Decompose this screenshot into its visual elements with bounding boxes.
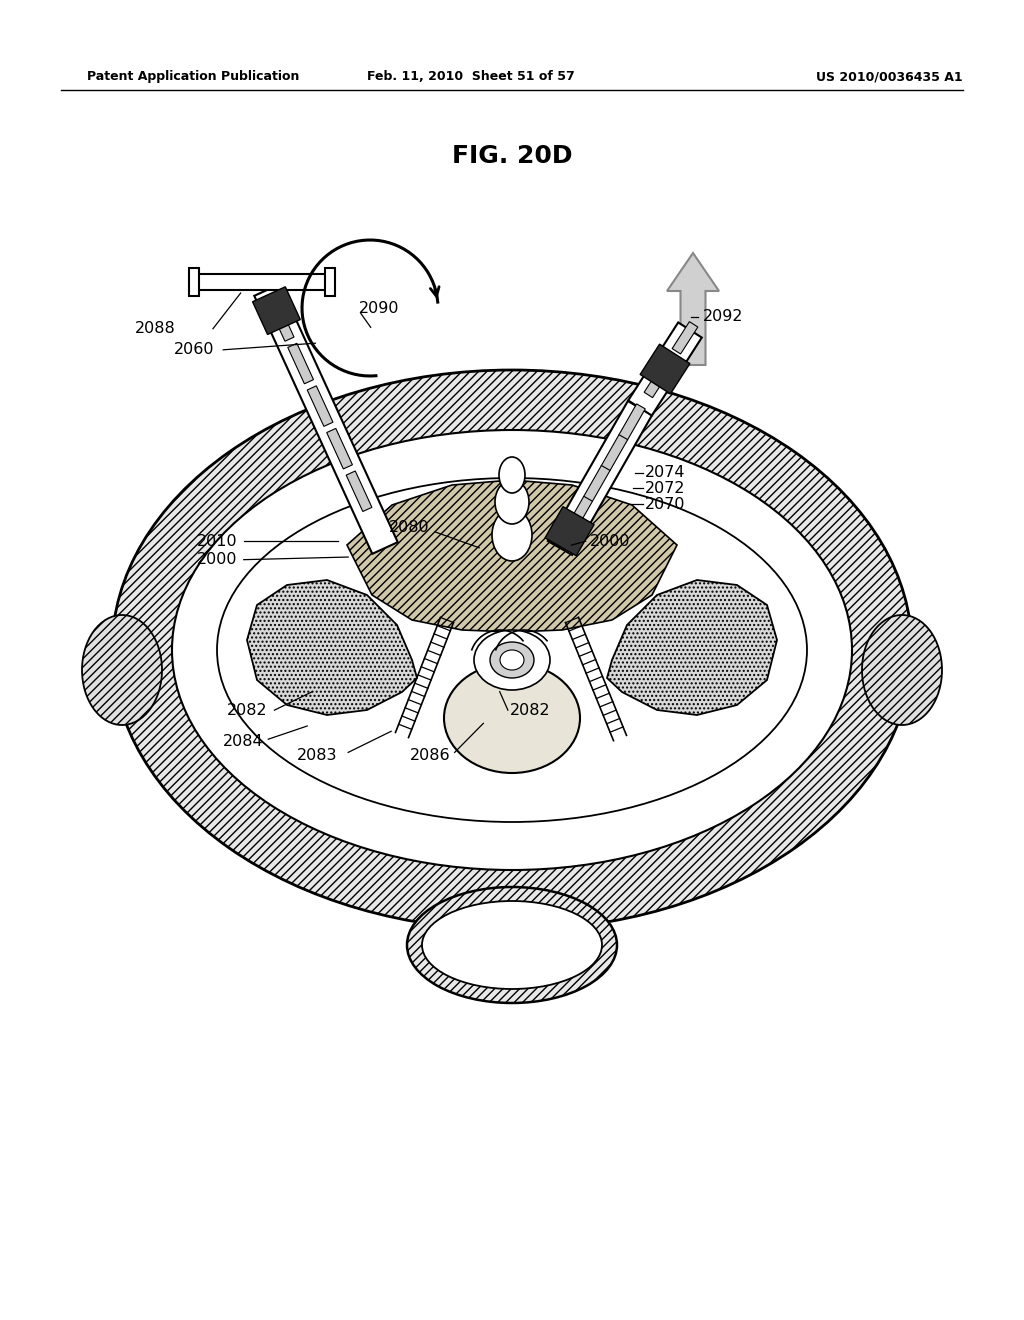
Text: 2074: 2074	[645, 465, 686, 480]
Polygon shape	[672, 322, 697, 354]
Text: 2070: 2070	[645, 496, 686, 512]
Text: 2000: 2000	[197, 552, 238, 568]
Ellipse shape	[217, 478, 807, 822]
Polygon shape	[640, 345, 690, 393]
Polygon shape	[288, 343, 313, 384]
Polygon shape	[618, 404, 645, 440]
Polygon shape	[347, 480, 677, 632]
Ellipse shape	[495, 480, 529, 524]
Polygon shape	[346, 471, 372, 512]
FancyArrow shape	[667, 253, 719, 366]
Text: Feb. 11, 2010  Sheet 51 of 57: Feb. 11, 2010 Sheet 51 of 57	[368, 70, 574, 83]
Ellipse shape	[172, 430, 852, 870]
Polygon shape	[548, 401, 652, 554]
Text: 2000: 2000	[590, 533, 631, 549]
Ellipse shape	[500, 649, 524, 671]
Ellipse shape	[862, 615, 942, 725]
Ellipse shape	[492, 510, 532, 561]
Polygon shape	[247, 579, 417, 715]
Ellipse shape	[499, 457, 525, 492]
Polygon shape	[628, 322, 701, 416]
Ellipse shape	[444, 663, 580, 774]
Text: 2088: 2088	[135, 321, 176, 337]
Polygon shape	[253, 286, 300, 334]
Text: 2072: 2072	[645, 480, 686, 496]
Text: FIG. 20D: FIG. 20D	[452, 144, 572, 168]
Ellipse shape	[490, 642, 534, 678]
Text: 2082: 2082	[227, 702, 268, 718]
Ellipse shape	[407, 887, 617, 1003]
Polygon shape	[268, 301, 294, 342]
Text: 2090: 2090	[358, 301, 399, 317]
Text: 2060: 2060	[174, 342, 215, 358]
Text: US 2010/0036435 A1: US 2010/0036435 A1	[816, 70, 963, 83]
Text: 2084: 2084	[223, 734, 264, 750]
Ellipse shape	[474, 630, 550, 690]
Polygon shape	[327, 429, 352, 469]
Polygon shape	[545, 507, 594, 556]
Text: Patent Application Publication: Patent Application Publication	[87, 70, 299, 83]
Polygon shape	[254, 284, 397, 554]
Text: 2083: 2083	[297, 747, 338, 763]
Text: 2080: 2080	[389, 520, 430, 536]
Ellipse shape	[422, 902, 602, 989]
Text: 2086: 2086	[410, 747, 451, 763]
Text: 2082: 2082	[510, 702, 551, 718]
Text: 2092: 2092	[702, 309, 743, 325]
Ellipse shape	[82, 615, 162, 725]
Polygon shape	[584, 466, 610, 502]
Polygon shape	[607, 579, 777, 715]
Polygon shape	[325, 268, 335, 296]
Polygon shape	[307, 385, 333, 426]
Ellipse shape	[112, 370, 912, 931]
Text: 2010: 2010	[197, 533, 238, 549]
Polygon shape	[194, 275, 330, 290]
Polygon shape	[644, 366, 670, 397]
Polygon shape	[601, 434, 628, 471]
Polygon shape	[189, 268, 199, 296]
Polygon shape	[566, 496, 593, 532]
